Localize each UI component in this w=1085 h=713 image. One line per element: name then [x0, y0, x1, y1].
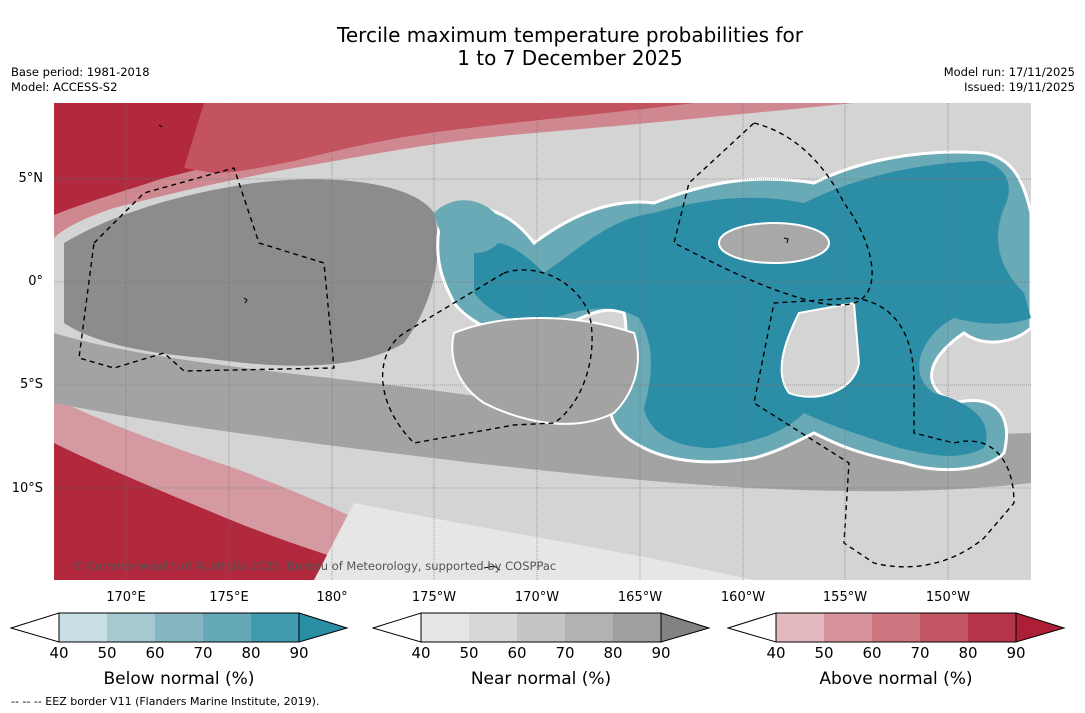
- map-title-line2: 1 to 7 December 2025: [457, 46, 683, 70]
- above-normal-region-south-core: [54, 443, 404, 580]
- cbar-near-tick-50: 50: [459, 644, 479, 662]
- lat-label-5n: 5°N: [18, 171, 44, 186]
- cbar-below-arrow-left: [10, 612, 60, 643]
- eez-footnote: -- -- -- EEZ border V11 (Flanders Marine…: [11, 695, 320, 708]
- cbar-near-tick-40: 40: [411, 644, 431, 662]
- cbar-below-tick-90: 90: [289, 644, 309, 662]
- above-normal-region-north-core: [54, 103, 524, 215]
- cbar-near-arrow-left: [372, 612, 422, 643]
- cbar-below-bin-4: [203, 613, 251, 642]
- lon-label-175e: 175°E: [209, 590, 249, 605]
- model-text: Model: ACCESS-S2: [11, 80, 118, 94]
- lon-label-155w: 155°W: [822, 590, 868, 605]
- cbar-above-bin-2: [824, 613, 872, 642]
- below-normal-region-core: [474, 161, 1031, 456]
- cbar-above-arrow-left: [727, 612, 777, 643]
- cbar-above-tick-80: 80: [958, 644, 978, 662]
- lon-label-175w: 175°W: [411, 590, 457, 605]
- lon-label-150w: 150°W: [925, 590, 971, 605]
- lon-label-170w: 170°W: [514, 590, 560, 605]
- eez-borders: [78, 122, 1015, 568]
- cbar-above-tick-90: 90: [1006, 644, 1026, 662]
- lat-label-0: 0°: [28, 274, 43, 289]
- base-period-text: Base period: 1981-2018: [11, 65, 150, 79]
- near-normal-island-1: [718, 222, 830, 264]
- cbar-near-bin-5: [613, 613, 661, 642]
- lon-label-160w: 160°W: [720, 590, 766, 605]
- cbar-near-label: Near normal (%): [470, 669, 612, 689]
- graticule: [54, 103, 1031, 580]
- cbar-above-tick-50: 50: [814, 644, 834, 662]
- near-normal-light-southeast: [314, 503, 754, 580]
- cbar-near-bin-2: [469, 613, 517, 642]
- colorbar-below-normal: [10, 612, 349, 643]
- cbar-below-tick-50: 50: [97, 644, 117, 662]
- cbar-above-tick-40: 40: [766, 644, 786, 662]
- cbar-below-tick-80: 80: [241, 644, 261, 662]
- tercile-map: [54, 103, 1031, 580]
- cbar-near-bin-3: [517, 613, 565, 642]
- cbar-below-label: Below normal (%): [103, 669, 255, 689]
- cbar-above-arrow-right: [1015, 612, 1066, 643]
- cbar-below-bin-2: [107, 613, 155, 642]
- cbar-below-bin-1: [59, 613, 107, 642]
- lon-label-180: 180°: [316, 590, 348, 605]
- cbar-above-bin-4: [920, 613, 968, 642]
- cbar-below-tick-40: 40: [49, 644, 69, 662]
- cbar-above-tick-70: 70: [910, 644, 930, 662]
- cbar-below-bin-5: [251, 613, 299, 642]
- cbar-near-bin-1: [421, 613, 469, 642]
- cbar-near-tick-80: 80: [603, 644, 623, 662]
- lat-label-5s: 5°S: [19, 377, 43, 392]
- below-normal-west-blob: [434, 200, 503, 253]
- colorbar-near-normal: [372, 612, 711, 643]
- colorbar-above-normal: [727, 612, 1066, 643]
- cbar-below-tick-70: 70: [193, 644, 213, 662]
- near-normal-island-3: [451, 317, 639, 425]
- cbar-near-tick-70: 70: [555, 644, 575, 662]
- copyright-text: © Commonwealth of Australia 2025, Bureau…: [72, 559, 557, 573]
- near-normal-island-2: [780, 301, 861, 398]
- lon-label-165w: 165°W: [617, 590, 663, 605]
- cbar-near-arrow-right: [660, 612, 711, 643]
- cbar-above-bin-1: [776, 613, 824, 642]
- cbar-near-tick-90: 90: [651, 644, 671, 662]
- map-title-line1: Tercile maximum temperature probabilitie…: [337, 23, 803, 47]
- cbar-above-bin-3: [872, 613, 920, 642]
- cbar-below-tick-60: 60: [145, 644, 165, 662]
- lat-label-10s: 10°S: [11, 481, 43, 496]
- island-coastlines: [158, 124, 789, 571]
- lon-label-170e: 170°E: [106, 590, 146, 605]
- model-run-text: Model run: 17/11/2025: [943, 65, 1075, 79]
- cbar-below-bin-3: [155, 613, 203, 642]
- issued-text: Issued: 19/11/2025: [964, 80, 1075, 94]
- cbar-above-bin-5: [968, 613, 1016, 642]
- cbar-above-tick-60: 60: [862, 644, 882, 662]
- cbar-below-arrow-right: [298, 612, 349, 643]
- cbar-above-label: Above normal (%): [819, 669, 973, 689]
- cbar-near-bin-4: [565, 613, 613, 642]
- above-normal-region-north-mid: [184, 103, 694, 173]
- cbar-near-tick-60: 60: [507, 644, 527, 662]
- near-normal-dark-west: [64, 179, 438, 366]
